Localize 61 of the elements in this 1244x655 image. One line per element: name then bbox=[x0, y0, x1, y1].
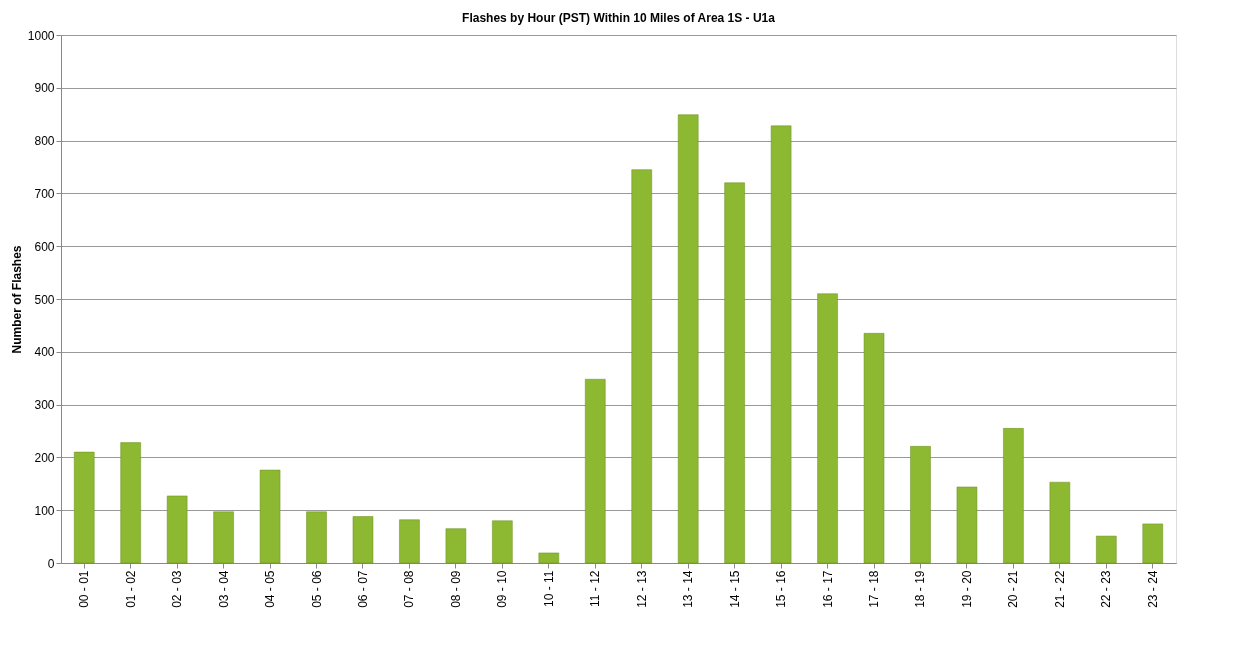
y-tick-label: 100 bbox=[34, 503, 55, 518]
x-tick-label: 15 - 16 bbox=[774, 570, 789, 608]
bar bbox=[956, 486, 978, 564]
bar bbox=[1003, 428, 1024, 564]
bar bbox=[213, 511, 234, 564]
bar bbox=[631, 169, 652, 564]
y-tick-label: 800 bbox=[34, 134, 55, 149]
y-tick-label: 0 bbox=[47, 556, 55, 571]
x-tick-label: 11 - 12 bbox=[588, 570, 603, 607]
y-axis-title: Number of Flashes bbox=[9, 245, 24, 354]
x-tick-label: 05 - 06 bbox=[309, 570, 324, 608]
x-tick-label: 00 - 01 bbox=[77, 570, 92, 608]
x-tick-label: 22 - 23 bbox=[1099, 570, 1114, 608]
bar bbox=[73, 451, 95, 564]
bar bbox=[1096, 535, 1117, 564]
bar bbox=[677, 114, 699, 564]
y-tick-label: 200 bbox=[34, 450, 55, 465]
x-tick-label: 04 - 05 bbox=[263, 570, 278, 608]
bar bbox=[910, 446, 931, 564]
x-tick-label: 21 - 22 bbox=[1052, 570, 1067, 608]
bar bbox=[352, 516, 374, 564]
x-tick-label: 17 - 18 bbox=[867, 570, 882, 608]
x-tick-label: 19 - 20 bbox=[959, 570, 974, 608]
y-tick-label: 700 bbox=[34, 186, 55, 201]
x-tick-label: 16 - 17 bbox=[820, 570, 835, 608]
x-tick-label: 01 - 02 bbox=[123, 570, 138, 608]
bar bbox=[259, 469, 281, 564]
y-tick-label: 300 bbox=[34, 398, 55, 413]
bar bbox=[724, 182, 745, 564]
bar bbox=[1049, 481, 1071, 564]
bar bbox=[306, 511, 327, 564]
y-tick-label: 600 bbox=[34, 239, 55, 254]
bar bbox=[863, 333, 885, 564]
x-tick-label: 20 - 21 bbox=[1006, 570, 1021, 608]
y-tick-label: 500 bbox=[34, 292, 55, 307]
bar bbox=[399, 519, 420, 564]
bar bbox=[445, 528, 467, 564]
bar bbox=[538, 552, 560, 564]
y-tick-label: 400 bbox=[34, 345, 55, 360]
y-tick-label: 1000 bbox=[27, 28, 55, 43]
bar bbox=[120, 442, 141, 564]
bar bbox=[817, 293, 838, 564]
bar bbox=[492, 520, 513, 564]
x-tick-label: 18 - 19 bbox=[913, 570, 928, 608]
bar bbox=[585, 379, 606, 564]
x-tick-label: 12 - 13 bbox=[634, 570, 649, 608]
y-tick-label: 900 bbox=[34, 81, 55, 96]
x-tick-label: 23 - 24 bbox=[1145, 570, 1160, 608]
x-tick-label: 14 - 15 bbox=[727, 570, 742, 608]
x-tick-label: 13 - 14 bbox=[681, 570, 696, 608]
x-tick-label: 06 - 07 bbox=[355, 570, 370, 608]
x-tick-label: 08 - 09 bbox=[448, 570, 463, 608]
x-tick-label: 07 - 08 bbox=[402, 570, 417, 608]
x-tick-label: 09 - 10 bbox=[495, 570, 510, 608]
chart-title: Flashes by Hour (PST) Within 10 Miles of Area 1S - U1a bbox=[462, 11, 776, 25]
bar bbox=[770, 125, 792, 564]
x-tick-label: 10 - 11 bbox=[541, 570, 556, 607]
x-tick-label: 02 - 03 bbox=[170, 570, 185, 608]
bar bbox=[166, 495, 188, 564]
bar bbox=[1142, 523, 1164, 564]
x-tick-label: 03 - 04 bbox=[216, 570, 231, 608]
